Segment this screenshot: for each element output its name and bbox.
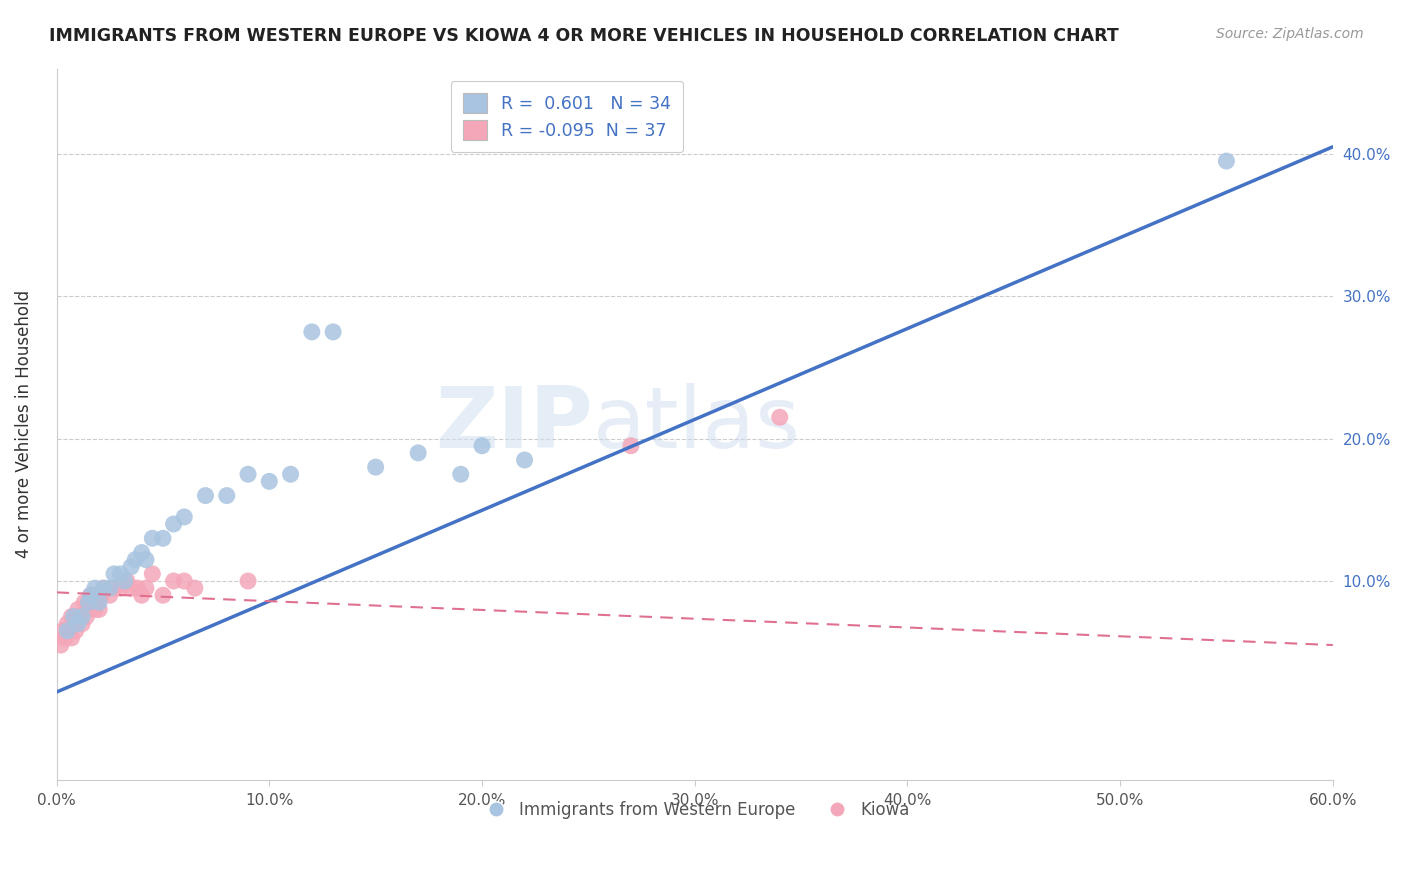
Y-axis label: 4 or more Vehicles in Household: 4 or more Vehicles in Household [15,291,32,558]
Text: IMMIGRANTS FROM WESTERN EUROPE VS KIOWA 4 OR MORE VEHICLES IN HOUSEHOLD CORRELAT: IMMIGRANTS FROM WESTERN EUROPE VS KIOWA … [49,27,1119,45]
Point [62,616,84,631]
Point [110,581,132,595]
Point [120,559,142,574]
Point [49,638,72,652]
Point [62,609,84,624]
Point [471,439,494,453]
Point [79,588,101,602]
Point [115,574,138,588]
Point [322,325,344,339]
Point [364,460,387,475]
Point [77,595,100,609]
Point [70,609,93,624]
Point [1215,154,1237,169]
Point [90,588,112,602]
Point [56,616,79,631]
Legend: Immigrants from Western Europe, Kiowa: Immigrants from Western Europe, Kiowa [472,794,917,825]
Point [301,325,323,339]
Point [236,574,259,588]
Point [58,624,80,638]
Point [77,595,100,609]
Point [93,581,115,595]
Point [131,545,153,559]
Point [86,595,108,609]
Point [280,467,302,482]
Point [141,566,163,581]
Point [236,467,259,482]
Point [162,574,184,588]
Point [620,439,643,453]
Point [79,588,101,602]
Point [53,631,76,645]
Point [127,581,149,595]
Point [215,489,238,503]
Point [173,574,195,588]
Point [73,595,96,609]
Point [103,566,125,581]
Point [769,410,792,425]
Point [135,552,157,566]
Point [152,588,174,602]
Point [83,602,105,616]
Point [98,581,121,595]
Point [194,489,217,503]
Point [406,446,429,460]
Point [60,631,83,645]
Point [66,616,89,631]
Point [103,581,125,595]
Point [52,624,75,638]
Point [135,581,157,595]
Point [114,574,136,588]
Point [120,581,142,595]
Point [152,531,174,545]
Point [141,531,163,545]
Point [124,552,146,566]
Point [75,609,97,624]
Point [259,475,281,489]
Point [93,581,115,595]
Text: atlas: atlas [592,383,800,466]
Point [110,566,132,581]
Point [89,602,111,616]
Point [162,517,184,532]
Point [98,588,121,602]
Point [66,609,89,624]
Text: ZIP: ZIP [434,383,592,466]
Point [66,602,89,616]
Point [450,467,472,482]
Point [83,581,105,595]
Point [513,453,536,467]
Point [56,624,79,638]
Point [70,616,93,631]
Point [184,581,207,595]
Point [65,624,87,638]
Point [60,609,83,624]
Text: Source: ZipAtlas.com: Source: ZipAtlas.com [1216,27,1364,41]
Point [173,510,195,524]
Point [89,595,111,609]
Point [131,588,153,602]
